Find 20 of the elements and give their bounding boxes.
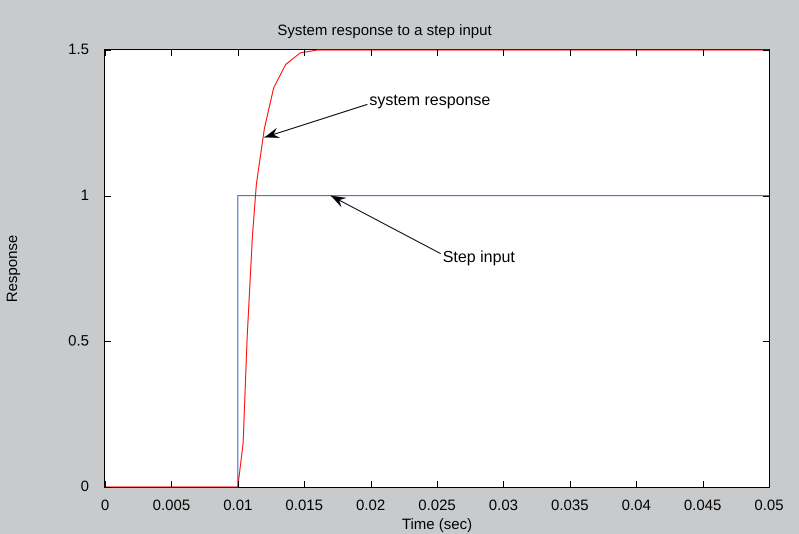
y-tick-label: 0 xyxy=(80,478,89,496)
y-tick-label: 1.5 xyxy=(68,41,89,58)
annotation: Step input xyxy=(442,249,516,266)
annotation: system response xyxy=(369,92,490,109)
x-tick-label: 0.005 xyxy=(152,497,190,514)
x-tick-label: 0.02 xyxy=(356,497,386,514)
x-tick-label: 0.05 xyxy=(754,497,784,514)
y-tick-label: 0.5 xyxy=(68,332,89,350)
x-tick-label: 0.025 xyxy=(418,497,456,514)
x-tick-label: 0.01 xyxy=(223,497,252,514)
y-axis-title: Response xyxy=(4,234,22,302)
y-tick-label: 1 xyxy=(80,186,89,204)
x-tick-label: 0.03 xyxy=(488,497,518,514)
x-tick-label: 0.035 xyxy=(551,497,589,514)
chart-title: System response to a step input xyxy=(277,22,492,40)
x-axis-title: Time (sec) xyxy=(402,516,472,534)
x-tick-label: 0 xyxy=(100,497,110,514)
x-tick-label: 0.045 xyxy=(684,497,722,514)
x-tick-label: 0.04 xyxy=(622,497,651,514)
x-tick-label: 0.015 xyxy=(285,497,323,514)
